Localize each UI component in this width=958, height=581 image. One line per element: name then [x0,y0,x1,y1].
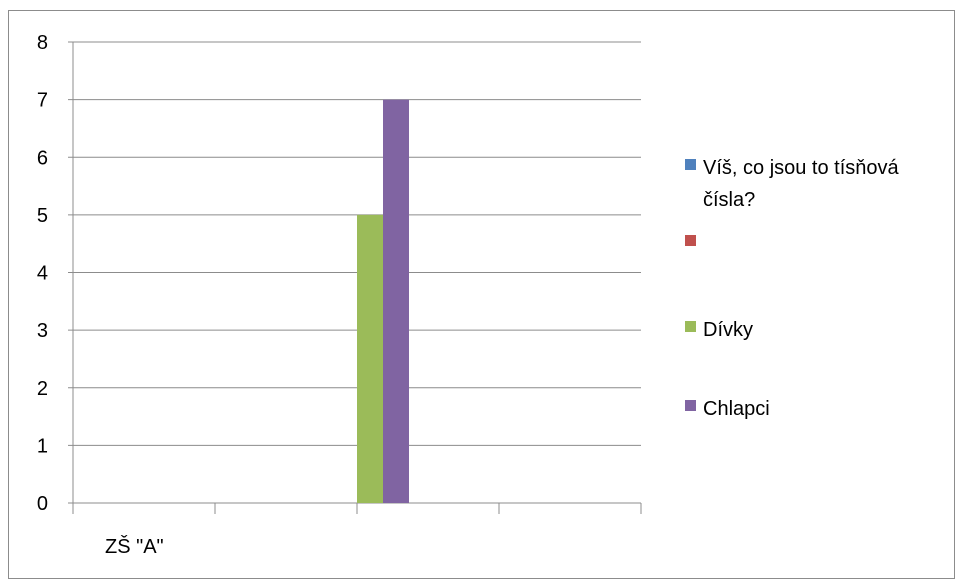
y-tick-label-2: 2 [37,378,48,400]
x-category-label: ZŠ "A" [105,535,164,558]
legend-swatch-2 [685,321,696,332]
y-tick-label-0: 0 [37,493,48,515]
y-tick-label-4: 4 [37,263,48,285]
y-tick-label-5: 5 [37,205,48,227]
axes: 0 1 2 3 4 5 6 7 8 ZŠ "A" [37,32,642,558]
legend-label-0-0: Víš, co jsou to tísňová [703,157,900,179]
legend-swatch-0 [685,159,696,170]
legend-swatch-3 [685,400,696,411]
legend-swatch-1 [685,235,696,246]
y-tick-label-3: 3 [37,320,48,342]
legend-label-0-1: čísla? [703,189,755,211]
bars [357,99,409,503]
legend-label-2-0: Dívky [703,319,753,341]
y-tick-label-7: 7 [37,90,48,112]
y-tick-label-1: 1 [37,435,48,457]
y-tick-label-6: 6 [37,147,48,169]
bar-series-3-chlapci [383,99,409,503]
legend: Víš, co jsou to tísňová čísla? Dívky Chlapc… [685,157,900,420]
y-tick-label-8: 8 [37,32,48,54]
bar-series-2-d-vky [357,214,383,503]
chart-frame [8,10,955,579]
legend-label-3-0: Chlapci [703,398,770,420]
